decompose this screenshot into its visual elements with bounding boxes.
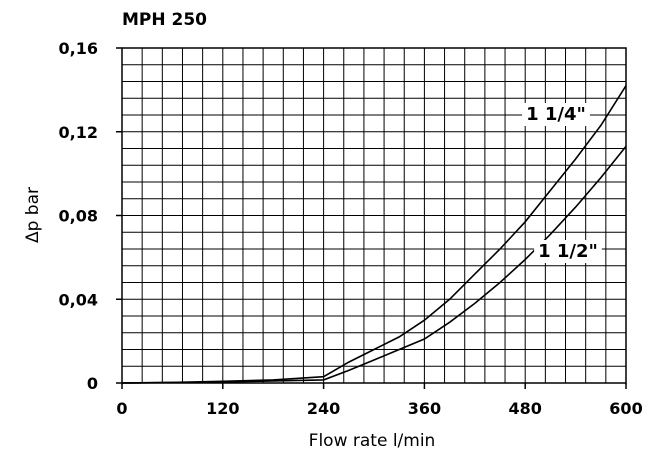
series-label-bg — [522, 103, 590, 126]
y-axis-label: Δp bar — [23, 187, 43, 243]
series-label-1: 1 1/4" — [526, 104, 586, 125]
x-axis-label: Flow rate l/min — [309, 431, 436, 451]
plot-frame — [121, 47, 627, 384]
x-tick-label: 120 — [206, 399, 239, 418]
series-line-1 — [121, 85, 627, 384]
tick-labels: 0 120 240 360 480 600 0 0,04 0,08 0,12 0,16 — [59, 39, 643, 418]
chart-title: MPH 250 — [122, 10, 207, 30]
series-label-2: 1 1/2" — [538, 241, 598, 262]
y-tick-label: 0,08 — [59, 207, 98, 226]
y-tick-label: 0,16 — [59, 39, 98, 58]
y-tick-label: 0,12 — [59, 123, 98, 142]
x-tick-label: 360 — [408, 399, 441, 418]
x-tick-label: 0 — [116, 399, 127, 418]
series-label-bg — [534, 240, 602, 263]
series-group — [121, 85, 627, 384]
x-tick-label: 600 — [609, 399, 642, 418]
x-tick-label: 480 — [508, 399, 541, 418]
grid — [116, 47, 627, 389]
y-tick-label: 0 — [87, 374, 98, 393]
series-labels: 1 1/4" 1 1/2" — [522, 103, 602, 263]
series-line-2 — [121, 145, 627, 384]
y-tick-label: 0,04 — [59, 290, 98, 309]
x-tick-label: 240 — [307, 399, 340, 418]
